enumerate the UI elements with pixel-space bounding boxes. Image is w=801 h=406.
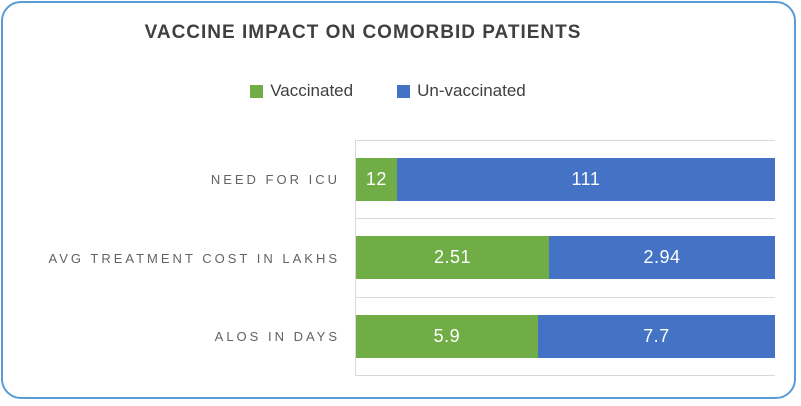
data-label: 111 bbox=[571, 169, 601, 190]
bar-segment-un-vaccinated: 7.7 bbox=[537, 314, 775, 358]
bar-segment-un-vaccinated: 2.94 bbox=[548, 236, 775, 280]
chart-legend: Vaccinated Un-vaccinated bbox=[0, 81, 776, 101]
category-label-row: ALOS IN DAYS bbox=[0, 297, 340, 376]
data-label: 12 bbox=[365, 169, 387, 190]
category-axis: NEED FOR ICU AVG TREATMENT COST IN LAKHS A… bbox=[0, 140, 340, 376]
bar-segment-un-vaccinated: 111 bbox=[396, 158, 775, 202]
data-label: 2.51 bbox=[433, 247, 471, 268]
legend-swatch-icon bbox=[250, 84, 264, 98]
chart-title: VACCINE IMPACT ON COMORBID PATIENTS bbox=[144, 22, 582, 43]
category-label-row: NEED FOR ICU bbox=[0, 140, 340, 219]
category-label-avg-treatment-cost-in-lakhs: AVG TREATMENT COST IN LAKHS bbox=[48, 250, 340, 266]
legend-item-un-vaccinated: Un-vaccinated bbox=[397, 81, 526, 101]
plot-band: 5.9 7.7 bbox=[356, 296, 775, 375]
bar-segment-vaccinated: 12 bbox=[356, 158, 397, 202]
category-label-need-for-icu: NEED FOR ICU bbox=[210, 171, 340, 187]
plot-band: 12 111 bbox=[356, 141, 775, 218]
plot-area: 12 111 2.51 2.94 5.9 7.7 bbox=[355, 140, 775, 376]
data-label: 2.94 bbox=[643, 247, 681, 268]
plot-band: 2.51 2.94 bbox=[356, 218, 775, 296]
bar-segment-vaccinated: 5.9 bbox=[356, 314, 538, 358]
category-label-alos-in-days: ALOS IN DAYS bbox=[214, 329, 340, 345]
stacked-bar-alos-in-days: 5.9 7.7 bbox=[356, 314, 775, 358]
legend-item-vaccinated: Vaccinated bbox=[250, 81, 353, 101]
stacked-bar-need-for-icu: 12 111 bbox=[356, 158, 775, 202]
legend-label: Un-vaccinated bbox=[417, 81, 526, 100]
data-label: 7.7 bbox=[643, 325, 670, 346]
legend-label: Vaccinated bbox=[270, 81, 354, 100]
data-label: 5.9 bbox=[433, 325, 461, 346]
stacked-bar-avg-treatment-cost-in-lakhs: 2.51 2.94 bbox=[356, 236, 775, 280]
bar-segment-vaccinated: 2.51 bbox=[356, 236, 549, 280]
category-label-row: AVG TREATMENT COST IN LAKHS bbox=[0, 219, 340, 298]
legend-swatch-icon bbox=[397, 84, 411, 98]
